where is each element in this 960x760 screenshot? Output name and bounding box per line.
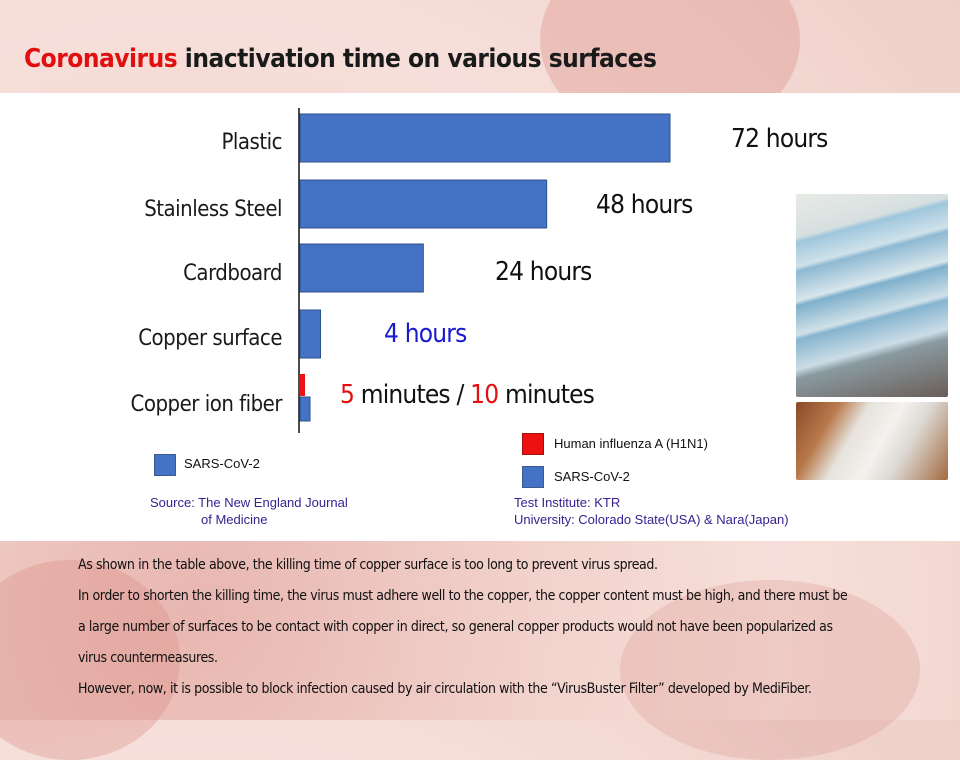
source-right-line1: Test Institute: KTR: [514, 495, 621, 510]
value-label-cardboard: 24 hours: [495, 257, 592, 287]
category-label-copper-surface: Copper surface: [138, 326, 282, 351]
page-title: Coronavirus inactivation time on various…: [24, 44, 657, 74]
copper-ion-text-1: minutes /: [354, 380, 471, 410]
copper-ion-minutes-1: 5: [340, 380, 355, 410]
value-label-stainless-steel: 48 hours: [596, 190, 693, 220]
value-label-plastic: 72 hours: [731, 124, 828, 154]
value-label-copper-surface: 4 hours: [384, 319, 467, 349]
copper-ion-text-2: minutes: [498, 380, 595, 410]
legend-swatch-sars-left: [154, 454, 176, 476]
source-left-line1: Source: The New England Journal: [150, 495, 348, 510]
body-paragraph: In order to shorten the killing time, th…: [78, 588, 848, 604]
body-text: As shown in the table above, the killing…: [78, 550, 898, 705]
body-paragraph: virus countermeasures.: [78, 650, 218, 666]
title-rest: inactivation time on various surfaces: [177, 44, 657, 74]
value-label-copper-ion-fiber: 5 minutes / 10 minutes: [340, 380, 595, 410]
legend-swatch-sars-right: [522, 466, 544, 488]
category-label-stainless-steel: Stainless Steel: [144, 197, 282, 222]
product-photo-filter-sheets: [796, 402, 948, 480]
body-paragraph: a large number of surfaces to be contact…: [78, 619, 833, 635]
source-right-line2: University: Colorado State(USA) & Nara(J…: [514, 512, 789, 527]
product-photo-filter-packs: [796, 194, 948, 397]
category-label-copper-ion-fiber: Copper ion fiber: [130, 392, 283, 417]
source-left-line2: of Medicine: [201, 512, 268, 527]
copper-ion-minutes-2: 10: [470, 380, 499, 410]
title-band: Coronavirus inactivation time on various…: [0, 0, 960, 93]
category-label-cardboard: Cardboard: [183, 261, 282, 286]
category-label-plastic: Plastic: [221, 130, 282, 155]
title-accent: Coronavirus: [24, 44, 178, 74]
source-left: Source: The New England Journal of Medic…: [150, 494, 348, 528]
body-paragraph: However, now, it is possible to block in…: [78, 681, 812, 697]
legend-swatch-h1n1: [522, 433, 544, 455]
legend-label-h1n1: Human influenza A (H1N1): [554, 436, 708, 451]
legend-label-sars-right: SARS-CoV-2: [554, 469, 630, 484]
body-paragraph: As shown in the table above, the killing…: [78, 557, 658, 573]
legend-label-sars-left: SARS-CoV-2: [184, 456, 260, 471]
source-right: Test Institute: KTR University: Colorado…: [514, 494, 789, 528]
